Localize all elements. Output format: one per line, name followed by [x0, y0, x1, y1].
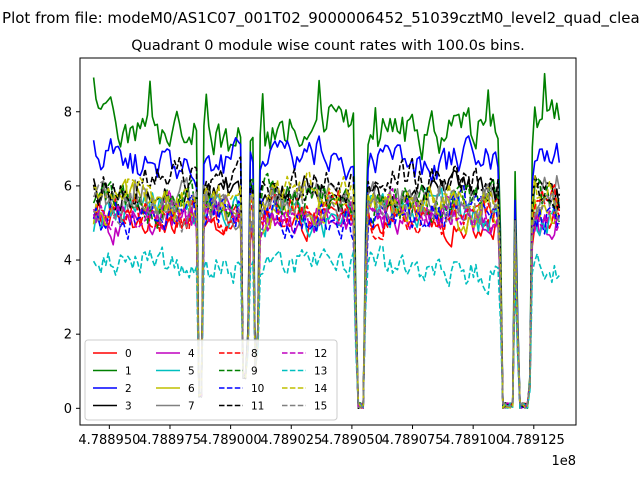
- legend-label-14: 14: [314, 383, 328, 395]
- series-line-13: [92, 245, 560, 409]
- legend-label-9: 9: [251, 366, 258, 378]
- legend-label-1: 1: [125, 366, 132, 378]
- legend-label-12: 12: [314, 348, 327, 360]
- x-tick-label: 4.788950: [78, 433, 140, 448]
- series-line-11: [92, 156, 561, 410]
- legend-label-11: 11: [251, 401, 264, 413]
- y-tick-label: 8: [64, 105, 72, 120]
- axes: 024684.7889504.7889754.7890004.7890254.7…: [64, 105, 565, 448]
- figure-suptitle: Plot from file: modeM0/AS1C07_001T02_900…: [2, 9, 640, 28]
- x-tick-label: 4.789075: [382, 433, 444, 448]
- series-lines: [92, 72, 561, 410]
- legend-label-8: 8: [251, 348, 258, 360]
- x-tick-label: 4.789025: [260, 433, 322, 448]
- legend-label-15: 15: [314, 401, 327, 413]
- plot-frame: [79, 57, 577, 426]
- series-line-2: [92, 135, 561, 409]
- legend-label-10: 10: [251, 383, 264, 395]
- y-tick-label: 0: [64, 402, 72, 417]
- series-line-1: [92, 72, 561, 410]
- x-tick-label: 4.789125: [503, 433, 565, 448]
- y-tick-label: 4: [64, 254, 72, 269]
- series-line-15: [92, 180, 561, 409]
- legend-label-6: 6: [188, 383, 195, 395]
- y-tick-label: 6: [64, 179, 72, 194]
- y-tick-label: 2: [64, 328, 72, 343]
- x-tick-label: 4.789050: [321, 433, 383, 448]
- legend-label-4: 4: [188, 348, 195, 360]
- x-tick-label: 4.788975: [139, 433, 201, 448]
- series-line-14: [93, 171, 560, 409]
- legend-label-5: 5: [188, 366, 195, 378]
- x-offset-label: 1e8: [551, 454, 576, 469]
- x-tick-label: 4.789000: [200, 433, 262, 448]
- legend-box: [84, 339, 338, 421]
- legend-label-7: 7: [188, 401, 195, 413]
- chart-title: Quadrant 0 module wise count rates with …: [131, 38, 525, 54]
- legend-label-0: 0: [125, 348, 132, 360]
- legend-label-3: 3: [125, 401, 132, 413]
- legend-label-2: 2: [125, 383, 132, 395]
- legend-label-13: 13: [314, 366, 327, 378]
- x-tick-label: 4.789100: [442, 433, 504, 448]
